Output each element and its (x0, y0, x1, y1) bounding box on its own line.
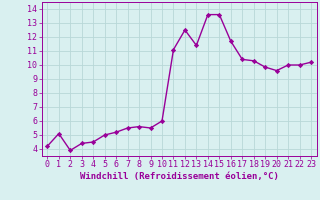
X-axis label: Windchill (Refroidissement éolien,°C): Windchill (Refroidissement éolien,°C) (80, 172, 279, 181)
